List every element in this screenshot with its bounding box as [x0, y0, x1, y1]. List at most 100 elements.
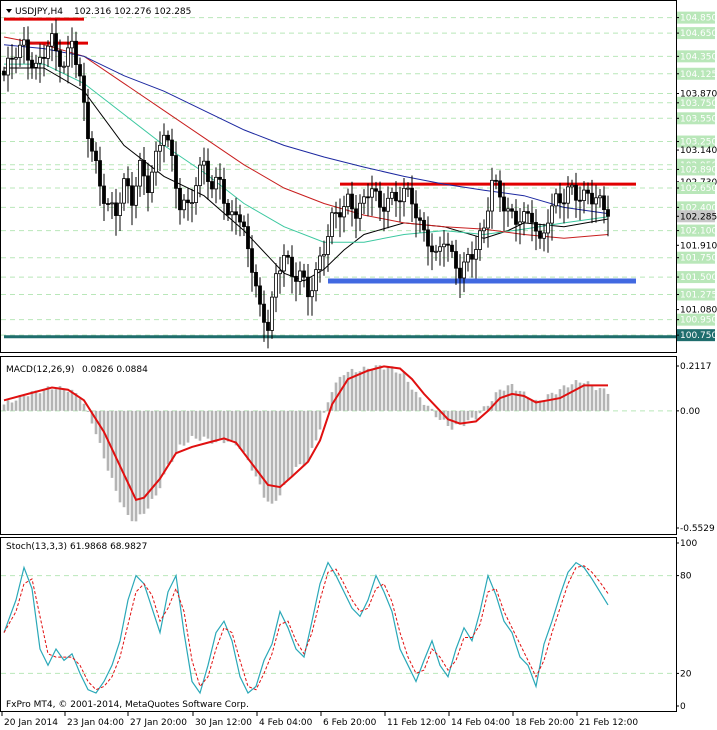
symbol-header[interactable]: USDJPY,H4 102.316 102.276 102.285 — [6, 7, 191, 17]
candle-body — [218, 176, 222, 180]
macd-bar — [126, 410, 130, 515]
candle-body — [354, 208, 358, 219]
macd-bar — [418, 397, 422, 411]
candle-body — [562, 202, 566, 205]
candle-body — [262, 303, 266, 323]
candle-body — [586, 189, 590, 194]
macd-bar — [174, 410, 178, 454]
candlesticks — [2, 19, 610, 349]
candle-body — [154, 150, 158, 173]
candle-body — [182, 199, 186, 211]
price-label: 101.080 — [680, 306, 717, 316]
macd-bar — [198, 410, 202, 441]
candle-body — [442, 243, 446, 248]
candle-body — [198, 164, 202, 187]
candle-body — [194, 185, 198, 204]
macd-bar — [390, 366, 394, 411]
candle-body — [26, 39, 30, 61]
price-tag — [677, 313, 715, 326]
macd-bar — [90, 410, 94, 424]
price-tag — [677, 135, 715, 148]
macd-bar — [110, 410, 114, 478]
macd-bar — [534, 399, 538, 411]
macd-bar — [506, 385, 510, 411]
candle-body — [110, 202, 114, 205]
macd-bar — [310, 410, 314, 448]
time-label: 4 Feb 04:00 — [259, 718, 313, 728]
macd-bar — [78, 398, 82, 411]
candle-body — [462, 261, 466, 279]
macd-bar — [510, 383, 514, 411]
macd-bar — [58, 386, 62, 411]
candle-body — [522, 211, 526, 223]
macd-bar — [10, 402, 14, 411]
price-label: 101.275 — [680, 290, 717, 300]
macd-bar — [6, 400, 10, 411]
candle-body — [486, 210, 490, 229]
macd-bar — [366, 368, 370, 411]
candle-body — [58, 50, 62, 67]
stoch-signal-line — [3, 565, 609, 691]
candle-body — [594, 197, 598, 205]
time-label: 23 Jan 04:00 — [67, 718, 124, 728]
candle-body — [106, 203, 110, 205]
stoch-grid — [1, 575, 676, 674]
macd-axis-label: 0.2117 — [680, 362, 712, 372]
macd-bar — [286, 410, 290, 481]
macd-bar — [230, 410, 234, 441]
macd-bar — [266, 410, 270, 502]
macd-bar — [102, 410, 106, 459]
macd-bar — [130, 410, 134, 522]
macd-bar — [170, 410, 174, 463]
macd-bar — [226, 410, 230, 442]
macd-signal-path — [3, 365, 608, 501]
candle-body — [338, 212, 342, 218]
macd-signal-line — [3, 365, 608, 501]
macd-bar — [502, 390, 506, 411]
candle-body — [438, 246, 442, 252]
macd-bar — [138, 410, 142, 515]
candle-body — [526, 211, 530, 214]
stoch-lines — [3, 561, 609, 695]
macd-bar — [122, 410, 126, 508]
time-axis: 20 Jan 2014 23 Jan 04:00 27 Jan 20:00 30 Ja… — [1, 712, 638, 728]
candle-body — [142, 160, 146, 177]
macd-bar — [554, 394, 558, 411]
time-label: 30 Jan 12:00 — [195, 718, 252, 728]
candle-body — [50, 33, 54, 47]
price-tag — [677, 50, 715, 63]
candle-body — [350, 193, 354, 210]
price-label: 101.910 — [680, 241, 717, 251]
candle-body — [490, 179, 494, 212]
macd-bar — [70, 389, 74, 411]
macd-bar — [474, 410, 478, 420]
candle-body — [274, 273, 278, 298]
macd-axis: 0.2117 0.00 -0.5529 — [676, 362, 715, 534]
macd-bar — [526, 398, 530, 411]
dropdown-triangle-icon[interactable] — [6, 9, 12, 13]
candle-body — [286, 255, 290, 258]
stoch-axis: 100 80 20 0 — [676, 539, 697, 712]
price-tag — [677, 96, 715, 109]
macd-bar — [86, 410, 90, 412]
macd-bar — [482, 406, 486, 411]
price-tag — [677, 67, 715, 80]
macd-bar — [238, 410, 242, 450]
macd-bar — [186, 410, 190, 443]
candle-body — [94, 150, 98, 162]
candle-body — [102, 185, 106, 204]
macd-bar — [470, 410, 474, 418]
macd-bar — [354, 372, 358, 411]
candle-body — [590, 192, 594, 205]
candle-body — [418, 217, 422, 221]
macd-bar — [546, 394, 550, 411]
price-label: 103.550 — [680, 114, 717, 124]
candle-body — [310, 290, 314, 298]
macd-bar — [458, 410, 462, 425]
macd-axis-label: 0.00 — [680, 407, 700, 417]
macd-bar — [154, 410, 158, 496]
candle-body — [178, 187, 182, 211]
macd-bar — [202, 410, 206, 437]
macd-bar — [18, 394, 22, 411]
